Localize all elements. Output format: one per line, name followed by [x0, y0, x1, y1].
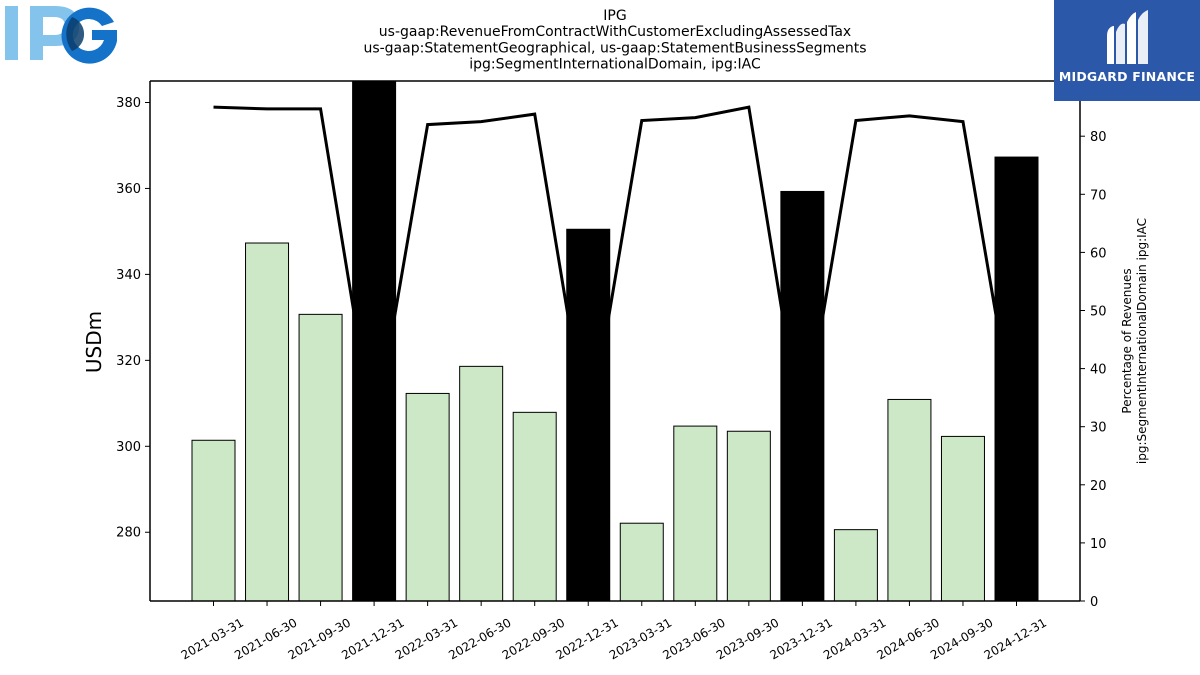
y2-tick-label: 50: [1090, 304, 1107, 319]
company-logo: [5, 6, 117, 64]
y2-tick-label: 80: [1090, 130, 1107, 145]
bar: [940, 435, 985, 602]
bar: [833, 529, 878, 602]
bar: [673, 425, 718, 602]
chart-title-line: ipg:SegmentInternationalDomain, ipg:IAC: [469, 57, 761, 73]
y-tick-label: 300: [116, 440, 141, 455]
bar: [994, 156, 1039, 602]
y2-axis-label: ipg:SegmentInternationalDomain ipg:IAC: [1135, 218, 1149, 464]
bar: [191, 439, 236, 602]
y-tick-label: 340: [116, 268, 141, 283]
bar: [245, 242, 290, 602]
bar: [780, 190, 825, 602]
midgard-logo-icon: [1107, 10, 1148, 64]
bar: [405, 392, 450, 602]
plot-area: 280300320340360380010203040506070802021-…: [82, 80, 1149, 662]
chart-title-line: us-gaap:StatementGeographical, us-gaap:S…: [363, 40, 866, 56]
bar: [298, 313, 343, 602]
bar: [459, 365, 504, 602]
bar: [512, 411, 557, 602]
chart-title-line: us-gaap:RevenueFromContractWithCustomerE…: [379, 24, 851, 40]
y-tick-label: 320: [116, 354, 141, 369]
bar: [726, 430, 771, 602]
y2-tick-label: 20: [1090, 479, 1107, 494]
y-tick-label: 280: [116, 526, 141, 541]
y2-tick-label: 40: [1090, 363, 1107, 378]
y2-tick-label: 30: [1090, 421, 1107, 436]
y2-tick-label: 10: [1090, 537, 1107, 552]
y-tick-label: 360: [116, 182, 141, 197]
bar: [566, 228, 611, 602]
y-axis-label: USDm: [82, 311, 106, 373]
bar: [619, 522, 664, 602]
y2-axis-label: Percentage of Revenues: [1120, 268, 1134, 413]
bar: [887, 398, 932, 602]
y-tick-label: 380: [116, 96, 141, 111]
y2-tick-label: 0: [1090, 595, 1098, 610]
y2-tick-label: 60: [1090, 246, 1107, 261]
chart-title: IPGus-gaap:RevenueFromContractWithCustom…: [363, 8, 866, 73]
y2-tick-label: 70: [1090, 188, 1107, 203]
percentage-line: [213, 105, 1018, 439]
brand-name: MIDGARD FINANCE: [1058, 69, 1196, 84]
brand-logo: MIDGARD FINANCE: [1054, 0, 1200, 101]
chart-title-line: IPG: [603, 8, 626, 24]
